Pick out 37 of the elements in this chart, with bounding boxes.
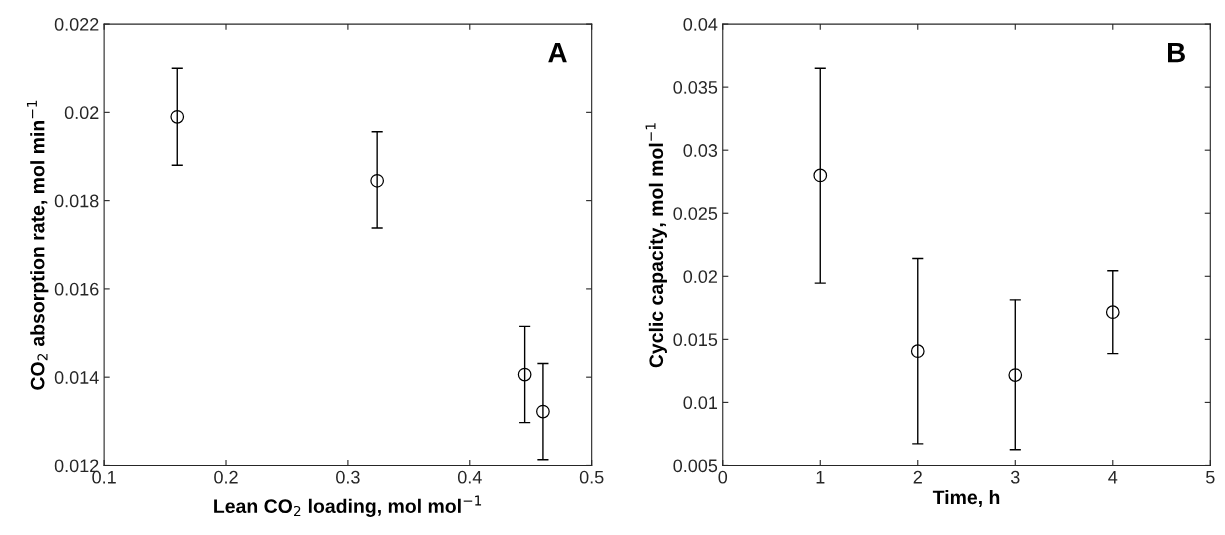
point xyxy=(1105,305,1120,320)
x-tick-label: 0.4 xyxy=(457,470,482,484)
point xyxy=(517,367,532,382)
annotation: B xyxy=(1168,43,1185,63)
point xyxy=(910,344,925,359)
x-tick-label: 1 xyxy=(816,470,825,484)
y-tick-label: 0.02 xyxy=(683,270,717,284)
x-tick-label: 2 xyxy=(913,470,922,484)
point xyxy=(536,404,550,419)
x-tick-label: 3 xyxy=(1010,470,1020,484)
y-tick-label: 0.025 xyxy=(673,207,718,220)
x-tick-label: 5 xyxy=(1206,470,1215,484)
y-axis-title: Cyclic capacity, mol mol$^{−1}$ xyxy=(645,123,667,368)
y-tick-label: 0.022 xyxy=(54,18,99,31)
y-tick-label: 0.04 xyxy=(683,18,718,31)
y-tick-label: 0.03 xyxy=(683,144,718,157)
point xyxy=(1008,368,1023,382)
y-tick-label: 0.035 xyxy=(673,81,718,94)
y-tick-label: 0.02 xyxy=(64,106,99,120)
point xyxy=(370,173,385,188)
y-tick-label: 0.005 xyxy=(673,459,718,473)
x-tick-label: 0.2 xyxy=(214,470,238,484)
y-tick-label: 0.014 xyxy=(54,371,99,384)
x-axis-title: Time, h xyxy=(932,489,1000,508)
y-tick-label: 0.016 xyxy=(54,282,99,296)
y-tick-label: 0.01 xyxy=(683,396,718,410)
y-axis-title: CO$_{2}$ absorption rate, mol min$^{−1}$ xyxy=(26,100,49,390)
point xyxy=(813,168,828,183)
y-tick-label: 0.018 xyxy=(54,194,99,208)
x-axis-title: Lean CO$_{2}$ loading, mol mol$^{−1}$ xyxy=(214,495,482,517)
point xyxy=(170,109,185,124)
x-tick-label: 0.3 xyxy=(336,470,360,484)
x-tick-label: 0.5 xyxy=(579,470,604,484)
annotation: A xyxy=(548,43,567,63)
x-tick-label: 0 xyxy=(718,470,728,484)
x-tick-label: 4 xyxy=(1108,470,1118,484)
y-tick-label: 0.015 xyxy=(673,333,718,347)
